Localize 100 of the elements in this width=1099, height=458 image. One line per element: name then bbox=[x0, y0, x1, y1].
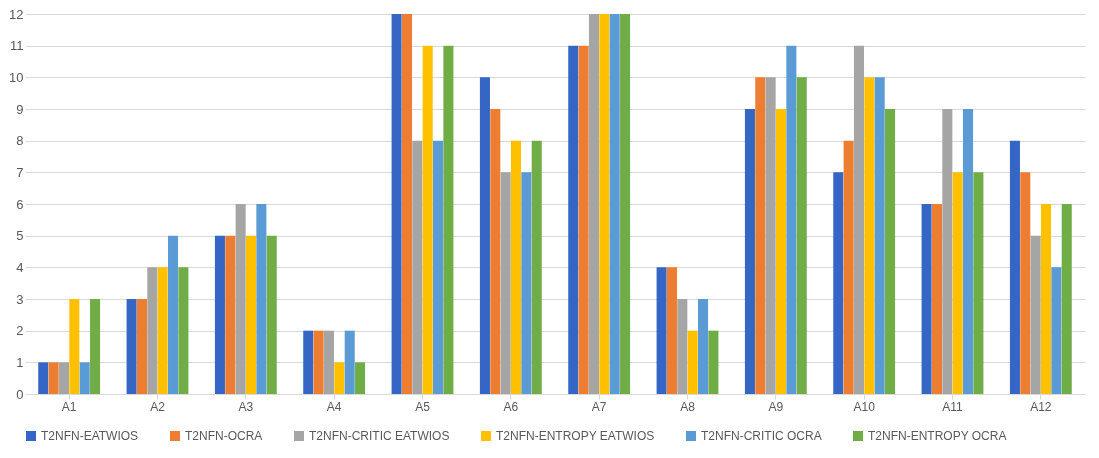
bar bbox=[256, 204, 267, 394]
y-tick-label: 10 bbox=[9, 69, 24, 85]
bar bbox=[744, 109, 755, 394]
bar bbox=[1020, 172, 1031, 394]
x-tick-label: A1 bbox=[61, 399, 77, 414]
bar bbox=[677, 299, 688, 394]
bar bbox=[1051, 267, 1062, 394]
bar bbox=[609, 14, 620, 394]
bar bbox=[69, 299, 80, 394]
bar bbox=[510, 140, 522, 394]
bar bbox=[245, 235, 257, 394]
legend-label: T2NFN-ENTROPY EATWIOS bbox=[496, 429, 655, 443]
x-tick-label: A9 bbox=[768, 399, 784, 414]
y-tick-label: 8 bbox=[16, 133, 24, 149]
bar bbox=[973, 172, 984, 394]
bar bbox=[490, 109, 501, 394]
bar bbox=[168, 235, 179, 394]
x-tick-label: A7 bbox=[591, 399, 607, 414]
bar bbox=[401, 14, 412, 394]
y-tick-label: 3 bbox=[16, 291, 24, 307]
bar bbox=[666, 267, 677, 394]
bar bbox=[90, 299, 101, 394]
bar bbox=[588, 14, 600, 394]
bar bbox=[391, 14, 402, 394]
bar bbox=[422, 45, 433, 394]
bar bbox=[126, 299, 137, 394]
bar bbox=[147, 267, 158, 394]
bar bbox=[786, 45, 797, 394]
bar bbox=[765, 77, 776, 394]
y-tick-label: 6 bbox=[16, 196, 24, 212]
bar bbox=[775, 109, 787, 394]
bar bbox=[864, 77, 875, 394]
bar bbox=[225, 235, 236, 394]
bar bbox=[214, 235, 225, 394]
bar bbox=[843, 140, 854, 394]
bar bbox=[942, 109, 953, 394]
bar bbox=[303, 330, 314, 394]
x-tick-label: A10 bbox=[853, 399, 876, 414]
bar bbox=[874, 77, 885, 394]
bar bbox=[578, 45, 589, 394]
bar bbox=[412, 140, 423, 394]
bar bbox=[885, 109, 896, 394]
bar bbox=[796, 77, 807, 394]
bar bbox=[79, 362, 90, 394]
bar bbox=[313, 330, 324, 394]
bar bbox=[355, 362, 366, 394]
bar bbox=[500, 172, 511, 394]
bar bbox=[599, 14, 610, 394]
legend-label: T2NFN-ENTROPY OCRA bbox=[868, 429, 1007, 443]
bar bbox=[344, 330, 355, 394]
y-tick-label: 0 bbox=[16, 386, 24, 402]
y-tick-label: 9 bbox=[16, 101, 24, 117]
x-tick-label: A6 bbox=[503, 399, 519, 414]
legend-label: T2NFN-CRITIC EATWIOS bbox=[309, 429, 450, 443]
bar bbox=[708, 330, 719, 394]
bar bbox=[136, 299, 147, 394]
x-tick-label: A11 bbox=[942, 399, 964, 414]
y-tick-label: 12 bbox=[9, 6, 24, 22]
x-tick-label: A12 bbox=[1030, 399, 1052, 414]
bar bbox=[833, 172, 844, 394]
bar bbox=[921, 204, 932, 394]
bar bbox=[48, 362, 59, 394]
x-tick-label: A3 bbox=[238, 399, 254, 414]
bar bbox=[521, 172, 532, 394]
bar bbox=[531, 140, 542, 394]
bar bbox=[266, 235, 277, 394]
bar bbox=[443, 45, 454, 394]
bar bbox=[178, 267, 189, 394]
x-tick-label: A8 bbox=[680, 399, 696, 414]
bar bbox=[568, 45, 579, 394]
bar bbox=[963, 109, 974, 394]
bar bbox=[58, 362, 70, 394]
x-tick-label: A4 bbox=[326, 399, 342, 414]
y-tick-label: 2 bbox=[16, 323, 24, 339]
x-tick-label: A5 bbox=[415, 399, 431, 414]
y-tick-label: 11 bbox=[10, 38, 24, 54]
bar bbox=[755, 77, 766, 394]
bar bbox=[656, 267, 667, 394]
bar bbox=[620, 14, 631, 394]
y-tick-label: 7 bbox=[16, 164, 24, 180]
legend-label: T2NFN-CRITIC OCRA bbox=[701, 429, 822, 443]
y-tick-label: 4 bbox=[16, 259, 24, 275]
y-tick-label: 1 bbox=[16, 354, 24, 370]
bar bbox=[698, 299, 709, 394]
bar bbox=[1061, 204, 1072, 394]
bar bbox=[323, 330, 335, 394]
bar bbox=[1009, 140, 1020, 394]
bar bbox=[38, 362, 49, 394]
bar bbox=[433, 140, 444, 394]
bar bbox=[334, 362, 345, 394]
x-tick-label: A2 bbox=[150, 399, 166, 414]
bar bbox=[1030, 235, 1041, 394]
bar bbox=[853, 45, 865, 394]
y-tick-label: 5 bbox=[16, 228, 24, 244]
bar bbox=[687, 330, 698, 394]
bar bbox=[479, 77, 490, 394]
bar bbox=[235, 204, 246, 394]
bar bbox=[1040, 204, 1052, 394]
legend-label: T2NFN-EATWIOS bbox=[41, 429, 139, 443]
bar bbox=[952, 172, 963, 394]
